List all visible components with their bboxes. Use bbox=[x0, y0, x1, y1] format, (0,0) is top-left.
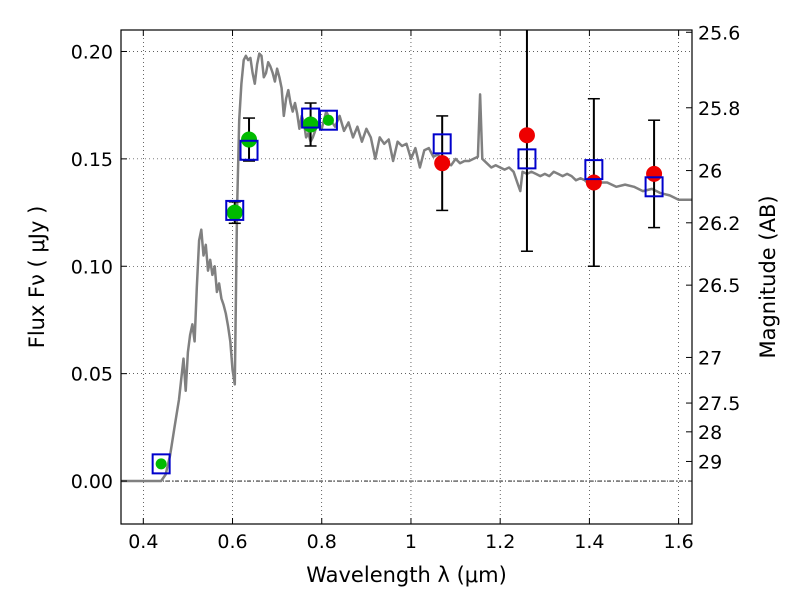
x-tick-label: 1.4 bbox=[574, 531, 604, 553]
y-tick-label: 0.05 bbox=[71, 364, 113, 386]
grid-layer bbox=[121, 30, 692, 524]
mag-tick-label: 28 bbox=[698, 422, 722, 444]
green-data-point bbox=[241, 131, 258, 148]
plot-frame bbox=[120, 29, 693, 525]
mag-tick-label: 27 bbox=[698, 347, 722, 369]
model-photometry-square bbox=[225, 199, 245, 221]
mag-tick-label: 26 bbox=[698, 161, 722, 183]
y-tick-label: 0.10 bbox=[71, 256, 113, 278]
mag-tick-label: 29 bbox=[698, 451, 722, 473]
model-photometry-square bbox=[318, 109, 338, 131]
x-tick-label: 0.6 bbox=[217, 531, 247, 553]
y-axis-right-label: Magnitude (AB) bbox=[756, 195, 780, 358]
green-data-point bbox=[322, 114, 334, 126]
model-photometry-square bbox=[151, 453, 171, 475]
model-photometry-square bbox=[517, 148, 537, 170]
y-tick-label: 0.00 bbox=[71, 471, 113, 493]
red-data-point bbox=[518, 127, 535, 144]
mag-tick-label: 27.5 bbox=[698, 393, 740, 415]
green-data-point bbox=[302, 116, 319, 133]
y-tick-label: 0.20 bbox=[71, 41, 113, 63]
tick-layer: 0.4 0.6 0.8 1 1.2 1.4 1.6 0.00 0.05 0.10 0.15 0.20 2… bbox=[71, 22, 741, 553]
model-photometry-square bbox=[432, 133, 452, 155]
mag-tick-label: 25.8 bbox=[698, 98, 740, 120]
y-axis-label: Flux Fν ( μJy ) bbox=[25, 206, 49, 349]
model-photometry-square bbox=[239, 139, 259, 161]
green-data-point bbox=[226, 204, 243, 221]
green-data-point bbox=[155, 458, 167, 470]
model-photometry-square bbox=[584, 159, 604, 181]
series-layer bbox=[121, 30, 692, 483]
y-tick-label: 0.15 bbox=[71, 149, 113, 171]
x-tick-label: 0.4 bbox=[128, 531, 158, 553]
x-tick-label: 1.2 bbox=[485, 531, 515, 553]
red-data-point bbox=[585, 174, 602, 191]
red-data-point bbox=[434, 155, 451, 172]
x-tick-label: 1.6 bbox=[664, 531, 694, 553]
mag-tick-label: 25.6 bbox=[698, 22, 740, 44]
mag-tick-label: 26.5 bbox=[698, 275, 740, 297]
x-tick-label: 1 bbox=[405, 531, 417, 553]
red-data-point bbox=[646, 165, 663, 182]
x-tick-label: 0.8 bbox=[307, 531, 337, 553]
mag-tick-label: 26.2 bbox=[698, 213, 740, 235]
model-photometry-square bbox=[644, 176, 664, 198]
x-axis-label: Wavelength λ (μm) bbox=[306, 563, 507, 587]
model-spectrum-line bbox=[121, 52, 692, 483]
